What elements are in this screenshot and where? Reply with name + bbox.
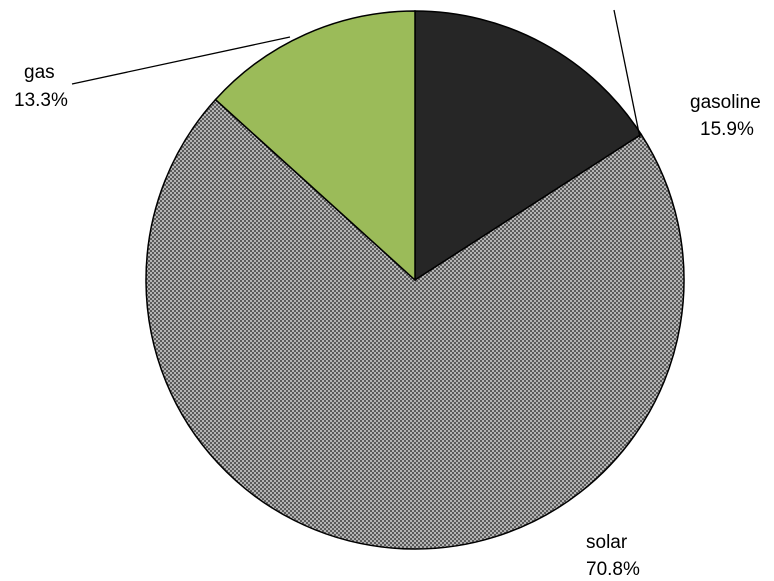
pie-slice-gas: [214, 10, 416, 282]
category-label-solar: solar: [586, 532, 628, 553]
leader-line-gasoline: [613, 9, 641, 139]
pie-slices: [145, 10, 685, 550]
pie-slice-gasoline: [414, 10, 643, 282]
pie-labels: gasoline 15.9% solar 70.8% gas 13.3%: [14, 9, 761, 580]
category-label-gas: gas: [24, 62, 55, 83]
value-label-solar: 70.8%: [586, 559, 640, 580]
value-label-gasoline: 15.9%: [700, 119, 754, 140]
value-label-gas: 13.3%: [14, 90, 68, 111]
pie-slice-solar: [145, 98, 685, 550]
leader-line-gas: [71, 36, 291, 85]
category-label-gasoline: gasoline: [690, 92, 761, 113]
